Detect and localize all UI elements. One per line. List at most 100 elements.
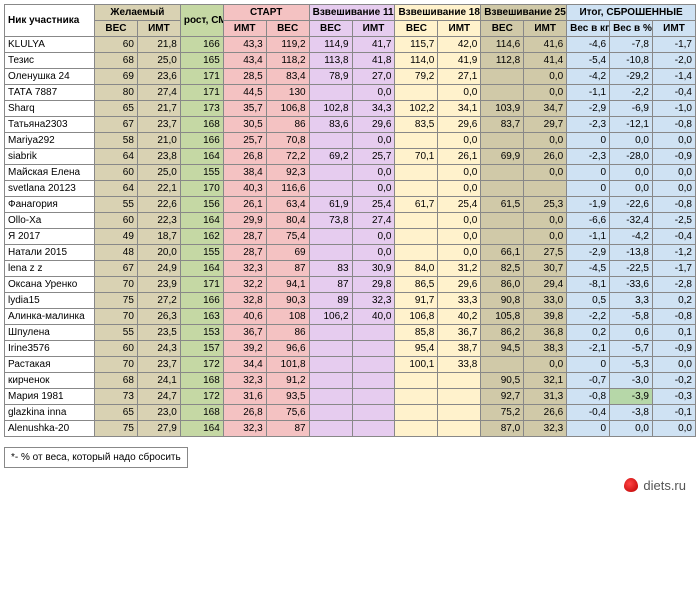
data-cell: 31,6	[223, 389, 266, 405]
data-cell: -2,1	[567, 341, 610, 357]
data-cell: 32,2	[223, 277, 266, 293]
data-cell: 106,8	[266, 101, 309, 117]
data-cell: -0,3	[652, 389, 695, 405]
data-cell: 0,0	[438, 229, 481, 245]
data-cell: 23,5	[137, 325, 180, 341]
data-cell: 29,4	[524, 277, 567, 293]
data-cell: 65	[95, 405, 138, 421]
data-cell: 90,3	[266, 293, 309, 309]
data-cell: 0,6	[610, 325, 653, 341]
table-row: Мария 19817324,717231,693,592,731,3-0,8-…	[5, 389, 696, 405]
data-cell: 36,8	[524, 325, 567, 341]
data-cell: -3,0	[610, 373, 653, 389]
data-cell: 24,3	[137, 341, 180, 357]
data-cell: 100,1	[395, 357, 438, 373]
data-cell: -4,5	[567, 261, 610, 277]
data-cell: 164	[180, 213, 223, 229]
data-cell: 70,8	[266, 133, 309, 149]
header-sub: Вес в % *	[610, 21, 653, 37]
data-cell	[395, 181, 438, 197]
weight-table: Ник участникаЖелаемыйрост, СМСТАРТВзвеши…	[4, 4, 696, 437]
data-cell: 0,0	[610, 133, 653, 149]
header-group: Взвешивание 25.04.2017	[481, 5, 567, 21]
data-cell: 58	[95, 133, 138, 149]
data-cell: 68	[95, 373, 138, 389]
data-cell: 23,7	[137, 357, 180, 373]
participant-name: Я 2017	[5, 229, 95, 245]
participant-name: svetlana 20123	[5, 181, 95, 197]
footer-logo: diets.ru	[4, 476, 696, 493]
table-row: Я 20174918,716228,775,40,00,00,0-1,1-4,2…	[5, 229, 696, 245]
data-cell: 164	[180, 421, 223, 437]
data-cell: 0,0	[524, 133, 567, 149]
data-cell: 61,5	[481, 197, 524, 213]
table-row: svetlana 201236422,117040,3116,60,00,000…	[5, 181, 696, 197]
data-cell	[395, 85, 438, 101]
data-cell: 41,4	[524, 53, 567, 69]
data-cell: 0,0	[652, 133, 695, 149]
footer-brand-text: diets.ru	[643, 478, 686, 493]
data-cell: 165	[180, 53, 223, 69]
table-row: Ollo-Xa6022,316429,980,473,827,40,00,0-6…	[5, 213, 696, 229]
data-cell: 86	[266, 325, 309, 341]
data-cell: 86,5	[395, 277, 438, 293]
data-cell: 75	[95, 293, 138, 309]
data-cell: 35,7	[223, 101, 266, 117]
data-cell: 69	[95, 69, 138, 85]
data-cell: 168	[180, 117, 223, 133]
data-cell: -5,7	[610, 341, 653, 357]
data-cell: 44,5	[223, 85, 266, 101]
table-row: Майская Елена6025,015538,492,30,00,00,00…	[5, 165, 696, 181]
data-cell: 21,7	[137, 101, 180, 117]
data-cell: 26,3	[137, 309, 180, 325]
data-cell: 69,2	[309, 149, 352, 165]
participant-name: Irine3576	[5, 341, 95, 357]
participant-name: кирченок	[5, 373, 95, 389]
data-cell: 25,7	[352, 149, 395, 165]
data-cell: 93,5	[266, 389, 309, 405]
data-cell: -2,9	[567, 245, 610, 261]
table-row: siabrik6423,816426,872,269,225,770,126,1…	[5, 149, 696, 165]
data-cell: 70	[95, 277, 138, 293]
data-cell: 0,0	[524, 213, 567, 229]
participant-name: KLULYA	[5, 37, 95, 53]
data-cell: 66,1	[481, 245, 524, 261]
data-cell: 162	[180, 229, 223, 245]
data-cell: 108	[266, 309, 309, 325]
data-cell: 41,7	[352, 37, 395, 53]
data-cell: 32,1	[524, 373, 567, 389]
data-cell	[438, 373, 481, 389]
data-cell: 23,7	[137, 117, 180, 133]
data-cell: 34,4	[223, 357, 266, 373]
data-cell: 0	[567, 421, 610, 437]
data-cell	[352, 421, 395, 437]
data-cell: 22,3	[137, 213, 180, 229]
data-cell: 0,0	[610, 165, 653, 181]
data-cell: 0,0	[652, 165, 695, 181]
data-cell	[395, 373, 438, 389]
data-cell: 89	[309, 293, 352, 309]
data-cell: 0	[567, 181, 610, 197]
data-cell	[395, 133, 438, 149]
participant-name: glazkina inna	[5, 405, 95, 421]
data-cell: 94,5	[481, 341, 524, 357]
data-cell: 27,4	[137, 85, 180, 101]
table-row: Татьяна23036723,716830,58683,629,683,529…	[5, 117, 696, 133]
data-cell: -0,7	[567, 373, 610, 389]
data-cell	[481, 133, 524, 149]
data-cell: 40,6	[223, 309, 266, 325]
data-cell: 0,0	[652, 181, 695, 197]
data-cell: -12,1	[610, 117, 653, 133]
data-cell: 170	[180, 181, 223, 197]
data-cell: 0,2	[652, 293, 695, 309]
data-cell: 166	[180, 133, 223, 149]
apple-icon	[624, 478, 638, 492]
data-cell: 25,3	[524, 197, 567, 213]
data-cell: 94,1	[266, 277, 309, 293]
data-cell: 0,0	[524, 85, 567, 101]
data-cell	[309, 325, 352, 341]
footnote: *- % от веса, который надо сбросить	[4, 447, 188, 468]
participant-name: Оленушка 24	[5, 69, 95, 85]
data-cell: 0,2	[567, 325, 610, 341]
data-cell	[481, 229, 524, 245]
